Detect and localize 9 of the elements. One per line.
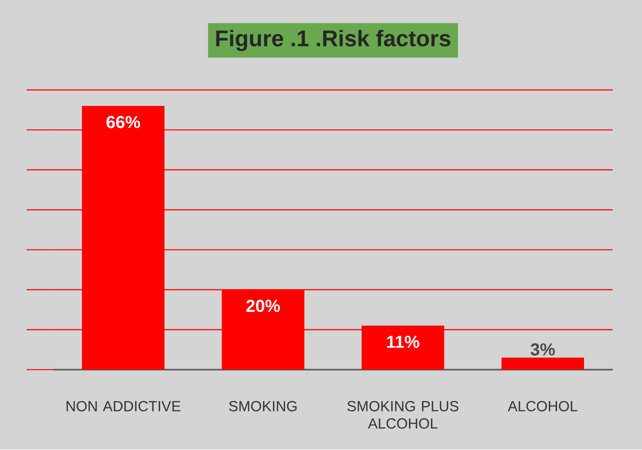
chart-title: Figure .1 .Risk factors <box>216 30 450 52</box>
data-label: 11% <box>387 336 420 348</box>
data-label: 66% <box>106 116 140 128</box>
x-tick-label: SMOKING <box>229 401 297 412</box>
x-tick-label: SMOKING PLUS ALCOHOL <box>347 401 458 429</box>
x-tick-label: ALCOHOL <box>508 401 578 412</box>
data-label: 20% <box>246 300 280 312</box>
data-label: 3% <box>530 344 555 356</box>
x-tick-label: NON ADDICTIVE <box>66 401 180 412</box>
